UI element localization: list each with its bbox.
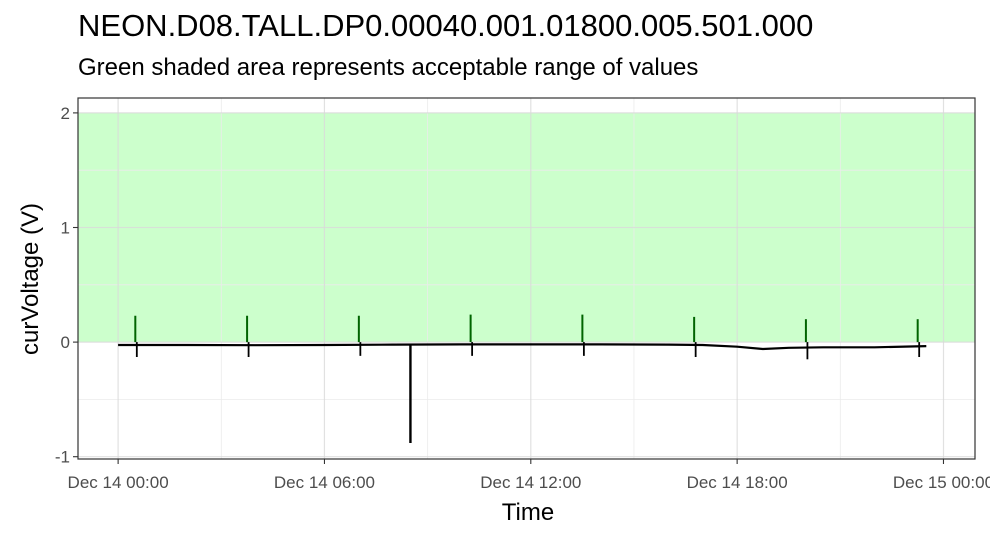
x-tick-label: Dec 14 00:00 [68,473,169,492]
series-line [118,343,927,351]
chart-subtitle: Green shaded area represents acceptable … [78,54,699,81]
grid-layer [78,98,975,459]
y-tick-label: -1 [55,448,70,467]
y-tick-label: 1 [61,219,70,238]
y-tick-label: 0 [61,333,70,352]
x-tick-label: Dec 14 18:00 [687,473,788,492]
y-tick-label: 2 [61,104,70,123]
y-axis-title: curVoltage (V) [17,203,44,355]
axes-layer: -1 0 1 2 Dec 14 00:00 Dec 14 06:00 Dec 14 12:0… [55,104,990,492]
x-axis-title: Time [502,499,554,526]
x-tick-label: Dec 15 00:00 [893,473,990,492]
x-tick-label: Dec 14 06:00 [274,473,375,492]
panel-border [77,97,976,460]
x-tick-label: Dec 14 12:00 [480,473,581,492]
data-layer [118,314,927,443]
chart-title: NEON.D08.TALL.DP0.00040.001.01800.005.50… [78,8,814,43]
